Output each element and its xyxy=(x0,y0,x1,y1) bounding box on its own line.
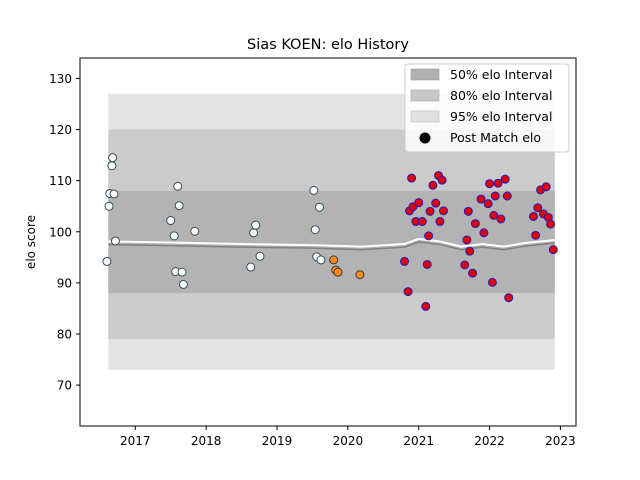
point-white xyxy=(190,226,200,236)
x-tick-label: 2023 xyxy=(545,434,576,448)
x-tick-label: 2020 xyxy=(333,434,364,448)
y-tick-label: 80 xyxy=(57,328,72,342)
point-white xyxy=(310,225,320,235)
point-red xyxy=(462,235,472,245)
legend-label-50: 50% elo Interval xyxy=(450,67,552,82)
point-red xyxy=(422,259,432,269)
point-red xyxy=(460,260,470,270)
legend-label-80: 80% elo Interval xyxy=(450,88,552,103)
point-red xyxy=(545,219,555,229)
x-tick-label: 2021 xyxy=(403,434,434,448)
point-red xyxy=(470,219,480,229)
point-orange xyxy=(329,255,339,265)
point-white xyxy=(177,267,187,277)
point-red xyxy=(483,199,493,209)
y-tick-label: 110 xyxy=(49,174,72,188)
legend-swatch-80 xyxy=(410,89,440,102)
point-white xyxy=(169,231,179,241)
point-white xyxy=(104,201,114,211)
y-tick-label: 90 xyxy=(57,276,72,290)
point-white xyxy=(309,185,319,195)
point-red xyxy=(528,211,538,221)
point-red xyxy=(490,191,500,201)
point-white xyxy=(249,228,259,238)
point-red xyxy=(424,231,434,241)
point-red xyxy=(485,179,495,189)
mean-elo-line xyxy=(108,241,555,251)
mean-lines xyxy=(108,237,555,251)
point-red xyxy=(500,174,510,184)
legend-marker-post-match xyxy=(419,132,431,144)
point-red xyxy=(493,178,503,188)
y-axis-ticks: 70 80 90 100 110 120 130 xyxy=(49,72,80,393)
point-red xyxy=(496,214,506,224)
legend-swatch-95 xyxy=(410,110,440,123)
x-tick-label: 2017 xyxy=(120,434,151,448)
point-red xyxy=(489,210,499,220)
point-white xyxy=(166,216,176,226)
y-tick-label: 120 xyxy=(49,123,72,137)
plot-frame xyxy=(79,57,577,427)
point-red xyxy=(548,245,558,255)
legend-swatch-50 xyxy=(410,68,440,81)
point-red xyxy=(437,175,447,185)
point-white xyxy=(109,189,119,199)
point-red xyxy=(468,268,478,278)
legend-label-95: 95% elo Interval xyxy=(450,109,552,124)
match-elo-line xyxy=(108,237,555,248)
point-orange xyxy=(333,267,343,277)
point-red xyxy=(428,180,438,190)
y-tick-label: 70 xyxy=(57,379,72,393)
legend-box xyxy=(404,63,570,153)
x-axis-ticks: 2017 2018 2019 2020 2021 2022 2023 xyxy=(120,426,576,448)
point-red xyxy=(400,256,410,266)
point-red xyxy=(531,230,541,240)
point-red xyxy=(414,198,424,208)
point-red xyxy=(438,206,448,216)
legend: 50% elo Interval 80% elo Interval 95% el… xyxy=(404,63,570,153)
point-red xyxy=(403,287,413,297)
point-white xyxy=(251,220,261,230)
post-match-points xyxy=(102,153,558,311)
point-red xyxy=(417,217,427,227)
point-red xyxy=(463,206,473,216)
point-red xyxy=(479,228,489,238)
point-white xyxy=(314,202,324,212)
point-red xyxy=(431,198,441,208)
chart-title: Sias KOEN: elo History xyxy=(247,37,409,53)
point-white xyxy=(108,153,118,163)
x-tick-label: 2019 xyxy=(262,434,293,448)
point-white xyxy=(110,236,120,246)
point-white xyxy=(255,251,265,261)
point-red xyxy=(476,194,486,204)
point-red xyxy=(425,206,435,216)
point-red xyxy=(465,246,475,256)
point-white xyxy=(173,181,183,191)
x-tick-label: 2022 xyxy=(474,434,505,448)
point-red xyxy=(421,301,431,311)
point-white xyxy=(107,161,117,171)
y-tick-label: 100 xyxy=(49,225,72,239)
point-white xyxy=(174,201,184,211)
point-red xyxy=(435,217,445,227)
point-red xyxy=(487,277,497,287)
point-white xyxy=(178,279,188,289)
point-white xyxy=(246,262,256,272)
point-red xyxy=(407,173,417,183)
point-red xyxy=(541,182,551,192)
point-red xyxy=(504,293,514,303)
point-red xyxy=(533,203,543,213)
x-tick-label: 2018 xyxy=(191,434,222,448)
point-white xyxy=(316,255,326,265)
point-red xyxy=(502,191,512,201)
legend-label-post-match: Post Match elo xyxy=(450,130,541,145)
y-axis-label: elo score xyxy=(24,215,38,269)
point-white xyxy=(102,256,112,266)
y-tick-label: 130 xyxy=(49,72,72,86)
point-orange xyxy=(355,270,365,280)
